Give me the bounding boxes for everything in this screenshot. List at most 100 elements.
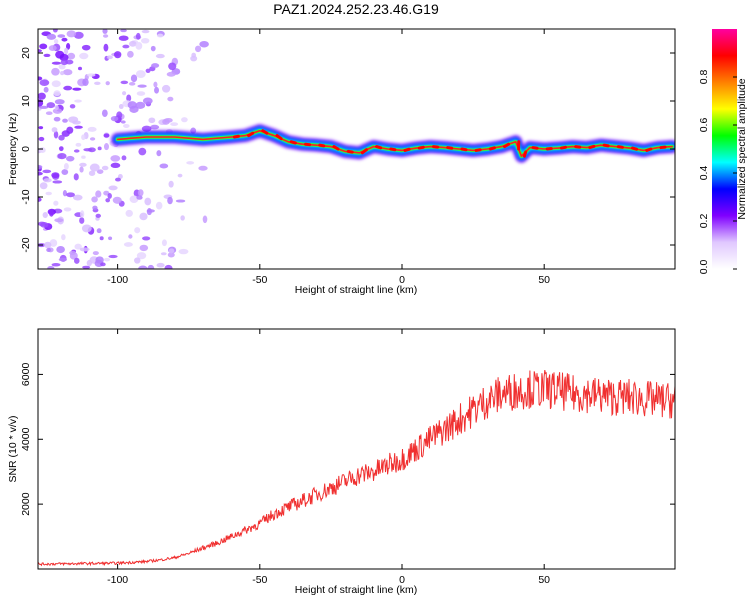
heatmap-ridge-peak [247, 131, 255, 138]
heatmap-noise-blob [53, 39, 59, 44]
heatmap-noise-blob [61, 169, 69, 175]
heatmap-noise-blob [110, 116, 119, 122]
heatmap-noise-blob [53, 200, 59, 206]
heatmap-noise-blob [128, 234, 133, 239]
heatmap-ridge-peak [446, 146, 454, 150]
heatmap-noise-blob [135, 70, 146, 78]
heatmap-ridge-peak [645, 147, 653, 152]
heatmap-noise-blob [57, 34, 66, 38]
colorbar-label: Normalized spectral amplitude [736, 78, 748, 219]
heatmap-noise-blob [92, 205, 98, 210]
heatmap-noise-blob [73, 149, 80, 153]
heatmap-noise-blob [48, 209, 54, 217]
heatmap-noise-blob [54, 99, 65, 105]
heatmap-noise-blob [42, 169, 52, 174]
heatmap-noise-blob [102, 34, 109, 38]
heatmap-noise-blob [118, 35, 129, 41]
x-tick-label: -100 [107, 574, 128, 586]
heatmap-noise-blob [156, 262, 165, 268]
heatmap-noise-blob [136, 195, 143, 200]
heatmap-noise-blob [69, 104, 76, 109]
y-tick-label: -20 [20, 237, 32, 252]
heatmap-noise-blob [56, 246, 65, 254]
heatmap-noise-blob [63, 207, 72, 212]
heatmap-noise-blob [43, 86, 49, 93]
heatmap-noise-blob [138, 147, 147, 156]
heatmap-noise-blob [97, 146, 102, 151]
heatmap-noise-blob [53, 130, 59, 139]
heatmap-noise-blob [178, 248, 189, 255]
heatmap-noise-blob [116, 111, 123, 119]
heatmap-noise-blob [77, 66, 83, 71]
heatmap-ridge-peak [559, 145, 568, 150]
heatmap-noise-blob [136, 91, 146, 96]
heatmap-ridge-peak [318, 143, 326, 148]
heatmap-noise-blob [57, 152, 67, 160]
heatmap-noise-blob [127, 101, 137, 109]
heatmap-noise-blob [123, 123, 130, 129]
figure-title: PAZ1.2024.252.23.46.G19 [273, 1, 439, 17]
heatmap-noise-blob [86, 73, 96, 77]
heatmap-ridge-peak [332, 145, 340, 151]
heatmap-noise-blob [181, 117, 188, 123]
heatmap-noise-blob [118, 104, 124, 110]
colorbar: 0.0 0.2 0.4 0.6 0.8 Normalized spectral … [698, 29, 748, 274]
colorbar-tick-label: 0.8 [698, 70, 710, 85]
heatmap-noise-blob [190, 55, 198, 62]
heatmap-ridge-peak [503, 142, 511, 149]
heatmap-ridge-peak [522, 150, 528, 158]
heatmap-noise-blob [79, 217, 85, 224]
heatmap-noise-blob [202, 215, 208, 224]
heatmap-ridge-peak [375, 145, 383, 150]
colorbar-ticks [733, 76, 737, 270]
heatmap-noise-blob [87, 126, 97, 132]
heatmap-noise-blob [38, 197, 42, 202]
heatmap-noise-blob [94, 81, 101, 86]
heatmap-noise-blob [157, 33, 164, 38]
heatmap-noise-blob [46, 33, 57, 40]
heatmap-noise-blob [53, 116, 61, 122]
heatmap-ridge-peak [588, 144, 596, 150]
heatmap-noise-blob [43, 53, 51, 58]
heatmap-noise-blob [117, 173, 123, 179]
heatmap-noise-blob [99, 236, 104, 241]
heatmap-noise-blob [151, 63, 160, 68]
heatmap-noise-blob [39, 105, 49, 109]
heatmap-noise-blob [45, 191, 52, 196]
heatmap-noise-blob [95, 256, 104, 264]
heatmap-noise-blob [110, 162, 121, 168]
heatmap-noise-blob [103, 43, 109, 52]
heatmap-noise-blob [127, 50, 134, 58]
heatmap-noise-blob [156, 150, 162, 157]
heatmap-noise-blob [145, 68, 151, 74]
heatmap-noise-blob [73, 173, 79, 181]
heatmap-noise-blob [162, 84, 171, 93]
heatmap-noise-blob [38, 99, 44, 107]
heatmap-noise-blob [88, 170, 96, 176]
heatmap-x-axis-label: Height of straight line (km) [295, 284, 418, 296]
heatmap-noise-blob [136, 252, 147, 260]
heatmap-noise-blob [38, 171, 43, 176]
y-tick-label: 4000 [20, 427, 32, 451]
heatmap-ridge-peak [602, 143, 610, 148]
x-tick-label: 50 [538, 274, 550, 286]
heatmap-noise-blob [89, 163, 100, 172]
heatmap-noise-blob [142, 236, 151, 241]
heatmap-noise-blob [52, 180, 63, 184]
snr-series-line [38, 369, 675, 567]
heatmap-noise-blob [167, 196, 173, 205]
heatmap-noise-blob [62, 69, 73, 76]
heatmap-noise-blob [82, 265, 91, 269]
y-tick-label: 6000 [20, 363, 32, 387]
heatmap-ridge-peak [346, 149, 354, 154]
heatmap-noise-blob [198, 165, 208, 171]
heatmap-noise-blob [146, 208, 152, 216]
heatmap-noise-blob [134, 257, 141, 264]
heatmap-noise-blob [175, 199, 186, 203]
heatmap-noise-blob [186, 161, 195, 165]
heatmap-noise-blob [58, 146, 64, 152]
y-tick-label: 20 [20, 47, 32, 59]
heatmap-noise-blob [72, 194, 83, 201]
heatmap-noise-blob [40, 222, 49, 228]
